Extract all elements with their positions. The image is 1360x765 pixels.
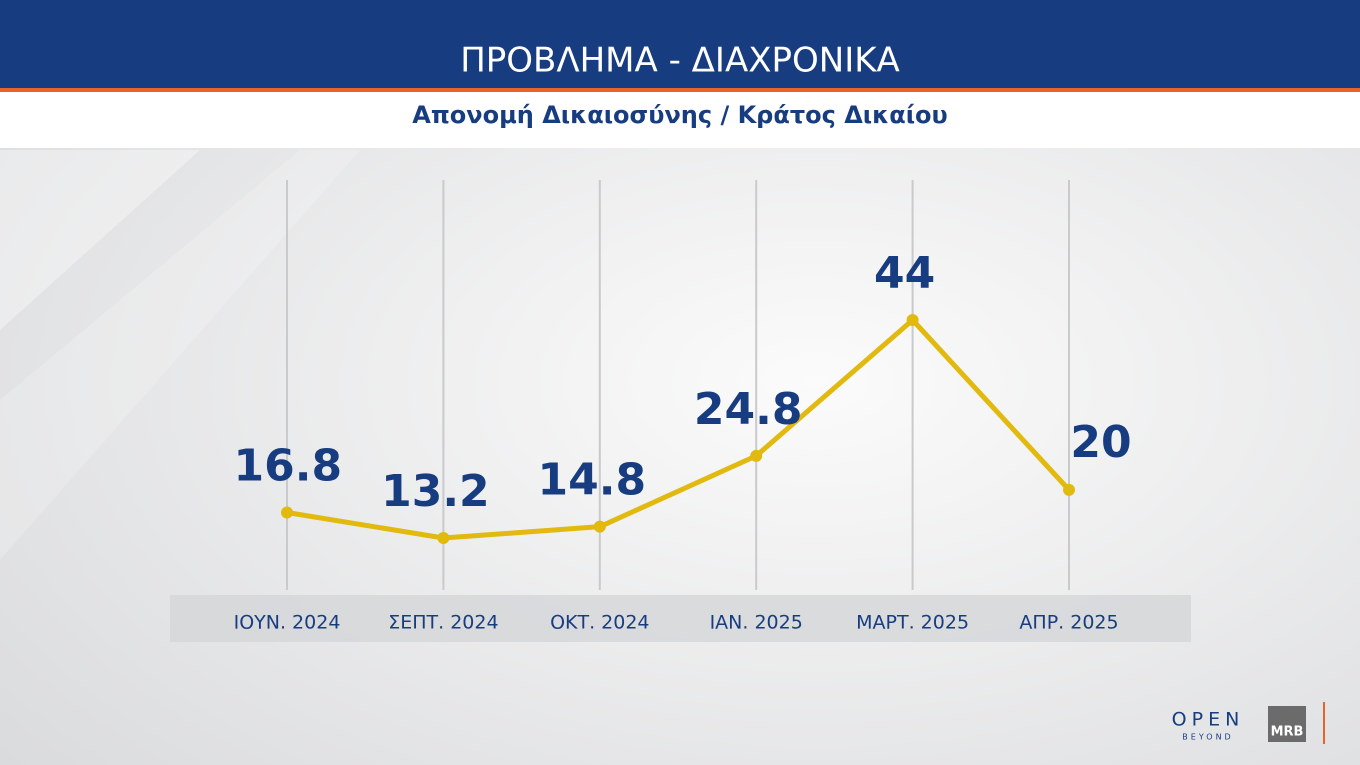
badge-accent bbox=[1323, 702, 1325, 744]
x-tick-label: ΙΟΥΝ. 2024 bbox=[234, 612, 341, 634]
point bbox=[750, 449, 763, 462]
point bbox=[593, 520, 606, 533]
value-label: 13.2 bbox=[381, 466, 490, 517]
decor bbox=[0, 150, 200, 330]
subtitle-bar bbox=[0, 92, 1360, 148]
chart-title: ΠΡΟΒΛΗΜΑ - ΔΙΑΧΡΟΝΙΚΑ bbox=[460, 41, 900, 81]
logo-tagline: BEYOND bbox=[1182, 733, 1233, 742]
x-tick-label: ΑΠΡ. 2025 bbox=[1019, 612, 1118, 634]
label-band bbox=[170, 595, 1191, 642]
point bbox=[437, 532, 450, 544]
point bbox=[281, 506, 293, 519]
decor bbox=[0, 150, 360, 560]
value-label: 24.8 bbox=[694, 384, 803, 435]
header-bar bbox=[0, 0, 1360, 88]
header-accent bbox=[0, 88, 1360, 92]
value-label: 14.8 bbox=[538, 455, 647, 506]
badge-box bbox=[1268, 706, 1306, 742]
badge: MRB bbox=[1271, 725, 1304, 740]
x-tick-label: ΣΕΠΤ. 2024 bbox=[388, 612, 498, 634]
x-tick-label: ΟΚΤ. 2024 bbox=[550, 612, 649, 634]
point bbox=[1063, 483, 1075, 496]
value-label: 44 bbox=[874, 248, 935, 299]
value-label: 20 bbox=[1070, 417, 1131, 468]
line bbox=[286, 317, 1071, 541]
chart-subtitle: Απονομή Δικαιοσύνης / Κράτος Δικαίου bbox=[412, 101, 948, 129]
value-label: 16.8 bbox=[234, 441, 343, 492]
point bbox=[906, 314, 919, 326]
x-tick-label: ΜΑΡΤ. 2025 bbox=[856, 612, 969, 634]
x-tick-label: ΙΑΝ. 2025 bbox=[710, 612, 803, 634]
logo: OPEN bbox=[1172, 709, 1245, 731]
